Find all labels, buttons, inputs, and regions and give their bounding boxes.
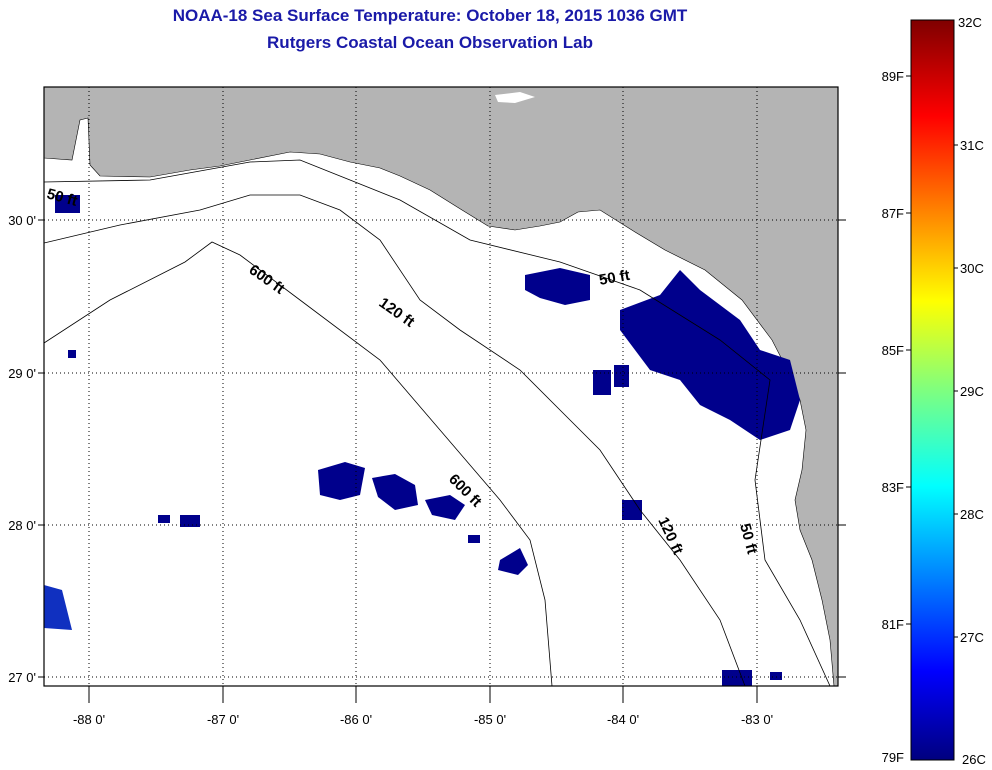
colorbar-f-label: 79F: [882, 750, 904, 765]
map-subtitle: Rutgers Coastal Ocean Observation Lab: [267, 33, 593, 52]
graticule: [44, 87, 838, 686]
colorbar: [910, 19, 955, 761]
lon-label: -84 0': [607, 712, 639, 727]
sst-patch-warm: [44, 585, 72, 630]
colorbar-c-label: 29C: [960, 384, 984, 399]
map-frame: [43, 86, 839, 687]
lon-label: -85 0': [474, 712, 506, 727]
lon-label: -86 0': [340, 712, 372, 727]
lat-label: 28 0': [8, 518, 36, 533]
colorbar-c-label: 32C: [958, 15, 982, 30]
colorbar-f-label: 81F: [882, 617, 904, 632]
colorbar-c-label: 31C: [960, 138, 984, 153]
lon-label: -83 0': [741, 712, 773, 727]
sst-patches: [55, 195, 800, 686]
colorbar-c-label: 26C: [962, 752, 986, 767]
colorbar-f-label: 83F: [882, 480, 904, 495]
lat-label: 27 0': [8, 670, 36, 685]
colorbar-c-label: 28C: [960, 507, 984, 522]
colorbar-c-label: 30C: [960, 261, 984, 276]
land: [44, 87, 838, 686]
map-title: NOAA-18 Sea Surface Temperature: October…: [172, 6, 688, 25]
contour-600ft: [44, 241, 553, 686]
contour-label-50ft: 50 ft: [598, 267, 631, 289]
contour-120ft: [44, 194, 746, 686]
colorbar-c-label: 27C: [960, 630, 984, 645]
lake: [495, 92, 535, 103]
lat-label: 29 0': [8, 366, 36, 381]
contour-50ft: [44, 159, 831, 686]
axis-ticks: [38, 219, 846, 703]
lon-label: -87 0': [207, 712, 239, 727]
colorbar-f-label: 85F: [882, 343, 904, 358]
lon-label: -88 0': [73, 712, 105, 727]
lat-label: 30 0': [8, 213, 36, 228]
colorbar-f-label: 87F: [882, 206, 904, 221]
colorbar-f-label: 89F: [882, 69, 904, 84]
